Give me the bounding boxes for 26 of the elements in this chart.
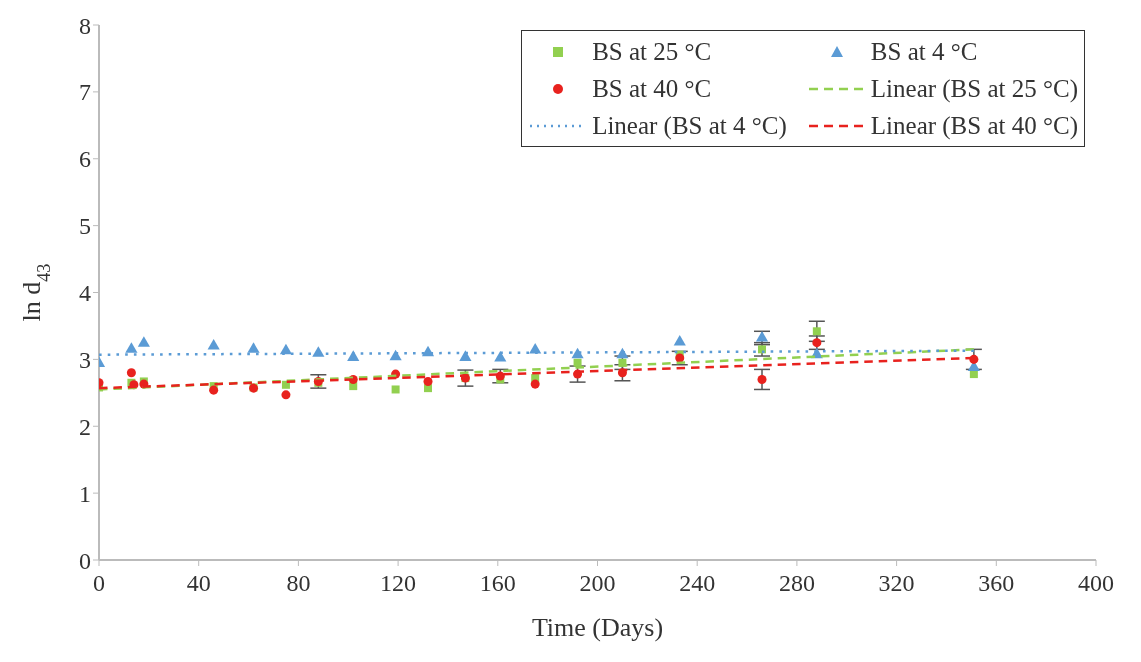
x-tick-label: 280 [778, 570, 815, 597]
legend-label: BS at 40 °C [592, 74, 712, 104]
x-tick-label: 200 [579, 570, 616, 597]
y-tick-label: 1 [79, 480, 91, 507]
y-tick-label: 5 [79, 213, 91, 240]
y-tick-label: 8 [79, 12, 91, 39]
x-tick-label: 240 [679, 570, 716, 597]
x-axis-title: Time (Days) [531, 613, 664, 642]
x-tick-label: 160 [479, 570, 516, 597]
x-tick-label: 120 [380, 570, 417, 597]
legend-label: BS at 4 °C [870, 37, 978, 67]
legend-label: Linear (BS at 25 °C) [870, 74, 1078, 105]
legend-label: Linear (BS at 40 °C) [870, 111, 1078, 142]
legend-label: Linear (BS at 4 °C) [592, 111, 787, 142]
x-tick-label: 80 [286, 570, 311, 597]
y-tick-label: 4 [79, 280, 91, 307]
y-tick-label: 2 [79, 413, 91, 440]
x-tick-label: 360 [978, 570, 1015, 597]
y-tick-label: 7 [79, 79, 91, 106]
x-tick-label: 40 [186, 570, 211, 597]
y-tick-label: 0 [79, 547, 91, 574]
y-tick-label: 6 [79, 146, 91, 173]
legend-label: BS at 25 °C [592, 37, 712, 67]
y-tick-label: 3 [79, 346, 91, 373]
x-tick-label: 320 [878, 570, 915, 597]
x-tick-label: 400 [1078, 570, 1114, 597]
